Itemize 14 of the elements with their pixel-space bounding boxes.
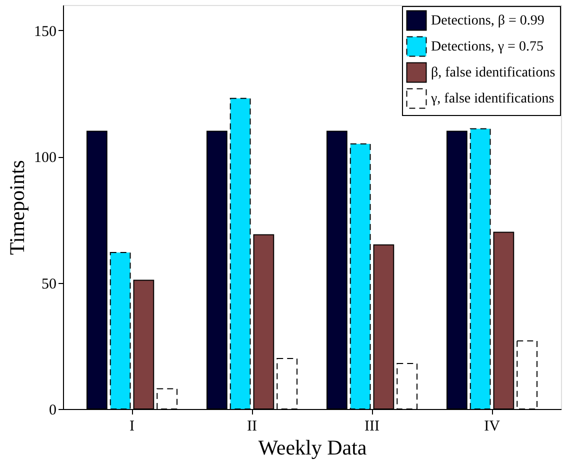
- y-tick-label: 150: [34, 24, 56, 40]
- y-tick-label: 0: [49, 402, 56, 418]
- x-tick-label: IV: [484, 418, 500, 434]
- y-tick-label: 50: [42, 276, 56, 292]
- legend-label: Detections, β = 0.99: [431, 14, 544, 28]
- legend-label: γ, false identifications: [430, 92, 554, 106]
- y-tick-label: 100: [34, 150, 56, 166]
- legend-label: Detections, γ = 0.75: [431, 40, 544, 54]
- legend-label: β, false identifications: [431, 66, 556, 80]
- x-tick-label: I: [130, 418, 134, 434]
- y-axis-title: Timepoints: [5, 160, 29, 255]
- x-tick-label: III: [364, 418, 380, 434]
- x-tick-label: II: [247, 418, 257, 434]
- x-axis-title: Weekly Data: [258, 436, 368, 460]
